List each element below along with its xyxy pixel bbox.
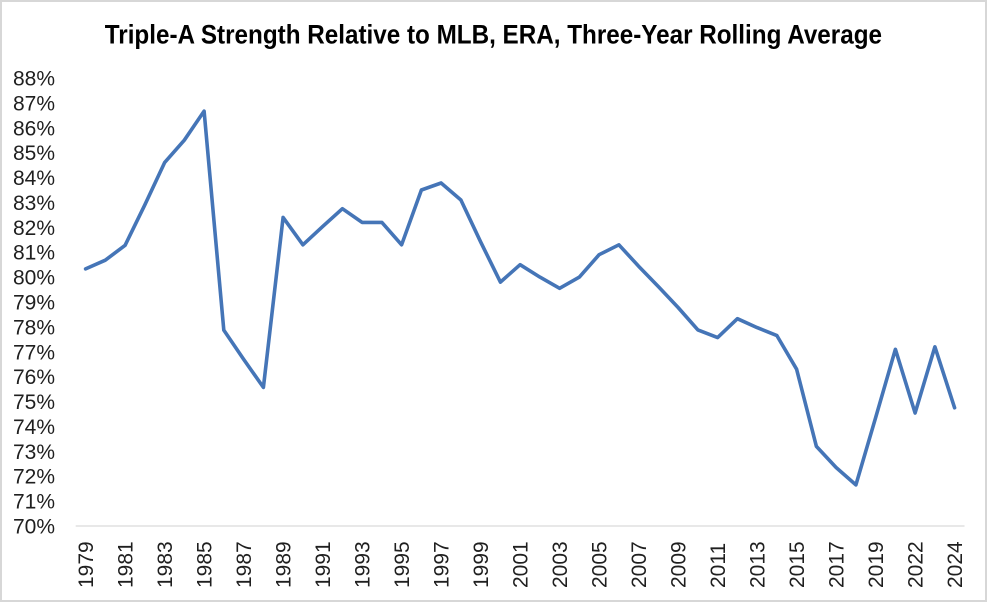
svg-text:2011: 2011	[707, 543, 730, 588]
svg-text:88%: 88%	[13, 68, 55, 91]
svg-text:2003: 2003	[549, 541, 572, 588]
svg-text:1991: 1991	[312, 541, 335, 588]
svg-text:2022: 2022	[905, 541, 928, 588]
svg-text:86%: 86%	[13, 117, 55, 140]
svg-text:1983: 1983	[154, 541, 177, 588]
svg-text:73%: 73%	[13, 441, 55, 464]
svg-text:71%: 71%	[13, 491, 55, 514]
svg-text:2019: 2019	[865, 541, 888, 588]
svg-text:87%: 87%	[13, 92, 55, 115]
svg-text:1997: 1997	[431, 541, 454, 588]
svg-text:1989: 1989	[273, 541, 296, 588]
svg-text:2007: 2007	[628, 541, 651, 588]
svg-text:74%: 74%	[13, 416, 55, 439]
svg-text:80%: 80%	[13, 267, 55, 290]
svg-text:1981: 1981	[115, 541, 138, 588]
svg-text:79%: 79%	[13, 292, 55, 315]
svg-text:78%: 78%	[13, 316, 55, 339]
svg-text:85%: 85%	[13, 142, 55, 165]
svg-text:70%: 70%	[13, 516, 55, 539]
svg-text:Triple-A Strength Relative to: Triple-A Strength Relative to MLB, ERA, …	[105, 20, 882, 50]
svg-text:2009: 2009	[668, 541, 691, 588]
svg-text:72%: 72%	[13, 466, 55, 489]
svg-text:1995: 1995	[391, 541, 414, 588]
svg-text:1999: 1999	[470, 541, 493, 588]
svg-text:2005: 2005	[589, 541, 612, 588]
svg-text:2013: 2013	[747, 541, 770, 588]
svg-text:75%: 75%	[13, 391, 55, 414]
svg-text:84%: 84%	[13, 167, 55, 190]
svg-text:1979: 1979	[75, 541, 98, 588]
svg-text:2024: 2024	[944, 541, 967, 588]
svg-text:2017: 2017	[826, 541, 849, 588]
svg-text:76%: 76%	[13, 366, 55, 389]
svg-text:81%: 81%	[13, 242, 55, 265]
svg-text:77%: 77%	[13, 341, 55, 364]
svg-text:1985: 1985	[194, 541, 217, 588]
svg-text:2001: 2001	[510, 541, 533, 588]
svg-text:83%: 83%	[13, 192, 55, 215]
svg-text:2015: 2015	[786, 541, 809, 588]
svg-text:82%: 82%	[13, 217, 55, 240]
svg-text:1987: 1987	[233, 541, 256, 588]
svg-text:1993: 1993	[352, 541, 375, 588]
